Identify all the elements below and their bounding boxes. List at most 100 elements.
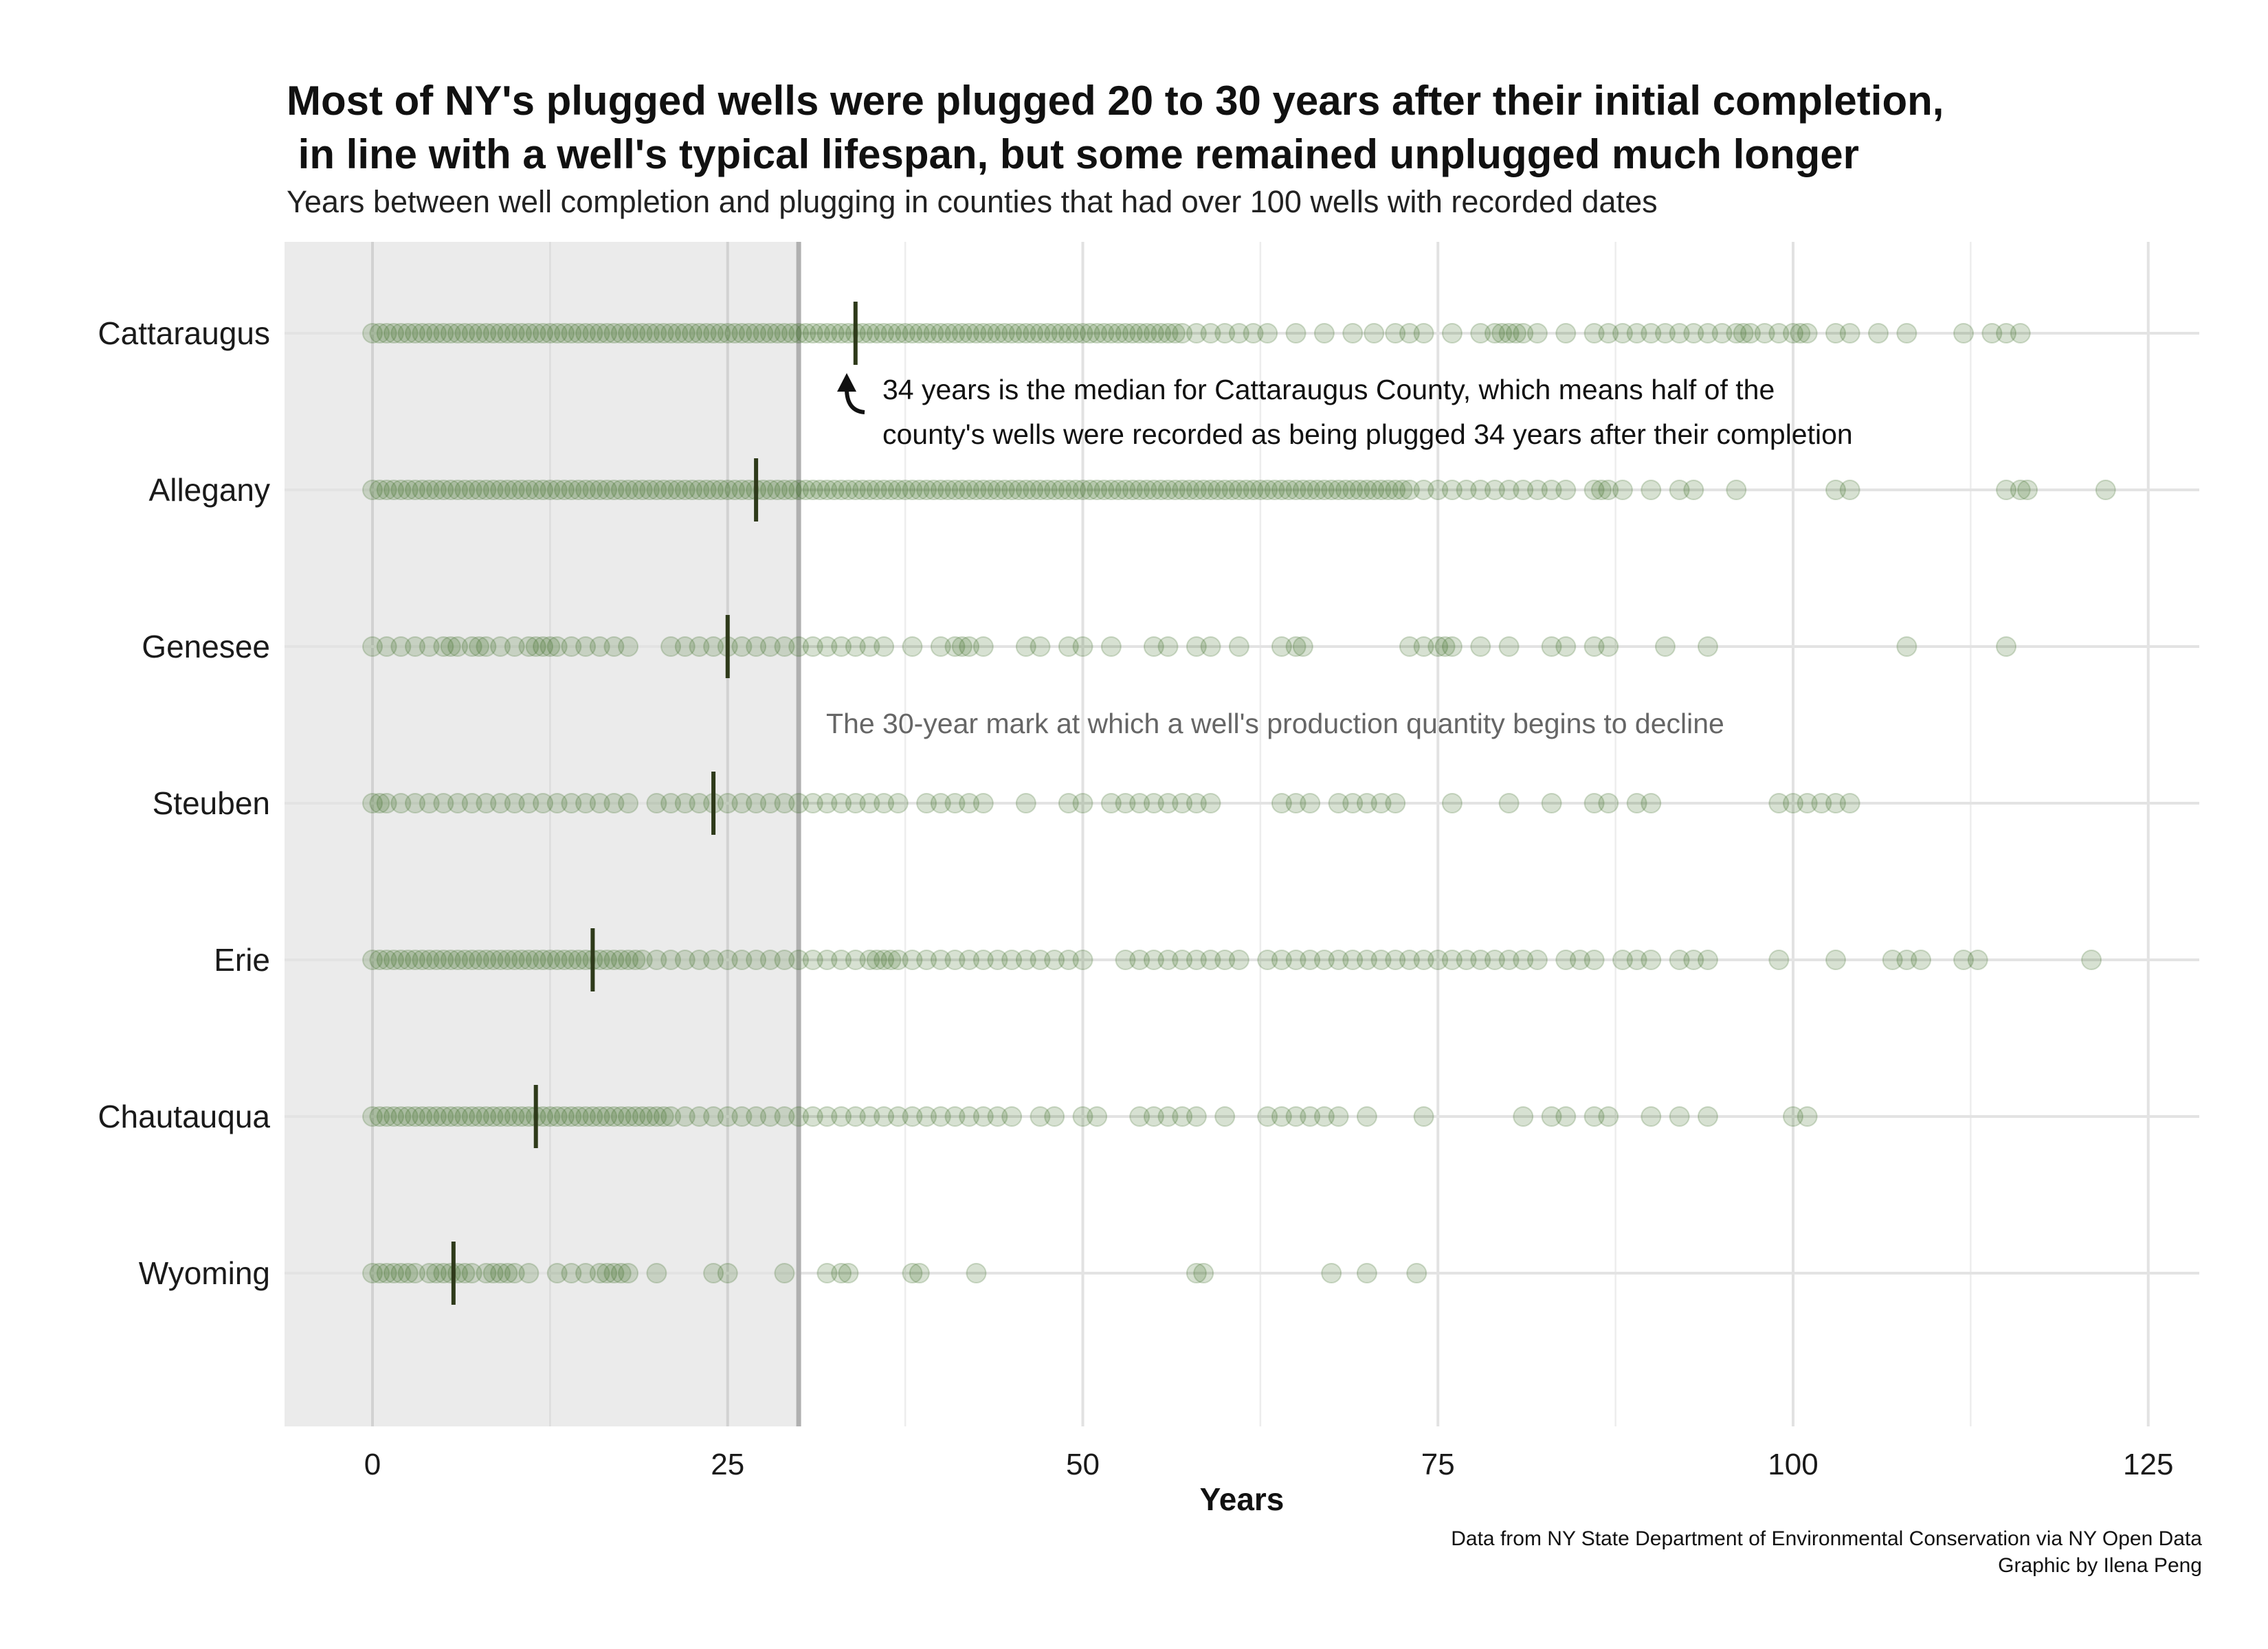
data-point <box>504 1263 525 1283</box>
data-point <box>1087 480 1108 500</box>
data-point <box>874 323 895 344</box>
data-point <box>1342 480 1364 500</box>
series-wyoming <box>362 1263 1427 1283</box>
data-point <box>1072 793 1093 814</box>
data-point <box>1264 480 1285 500</box>
data-point <box>603 480 625 500</box>
data-point <box>646 1263 667 1283</box>
data-point <box>461 323 482 344</box>
data-point <box>1001 950 1023 970</box>
data-point <box>859 950 880 970</box>
data-point <box>603 1263 625 1283</box>
data-point <box>376 1263 397 1283</box>
data-point <box>561 1106 582 1127</box>
data-point <box>1470 323 1491 344</box>
data-point <box>362 636 383 657</box>
data-point <box>469 950 490 970</box>
data-point <box>376 480 397 500</box>
data-point <box>774 480 795 500</box>
data-point <box>525 950 546 970</box>
data-point <box>497 1106 518 1127</box>
data-point <box>1200 793 1221 814</box>
data-point <box>987 950 1008 970</box>
data-point <box>1364 480 1385 500</box>
data-point <box>589 480 610 500</box>
data-point <box>1555 636 1577 657</box>
data-point <box>774 793 795 814</box>
data-point <box>533 793 554 814</box>
data-point <box>390 1106 412 1127</box>
data-point <box>1300 793 1321 814</box>
data-point <box>518 950 540 970</box>
data-point <box>767 480 788 500</box>
data-point <box>1598 1106 1619 1127</box>
data-point <box>1164 480 1186 500</box>
data-point <box>603 323 625 344</box>
data-point <box>1896 950 1917 970</box>
data-point <box>369 950 390 970</box>
data-point <box>951 480 972 500</box>
data-point <box>1079 323 1100 344</box>
data-point <box>831 1106 852 1127</box>
data-point <box>1441 950 1463 970</box>
data-point <box>504 480 525 500</box>
data-point <box>880 323 902 344</box>
data-point <box>383 1263 405 1283</box>
data-point <box>490 480 511 500</box>
data-point <box>525 636 546 657</box>
data-point <box>447 793 469 814</box>
data-point <box>469 1106 490 1127</box>
credit-caption: Graphic by Ilena Peng <box>1998 1554 2202 1577</box>
data-point <box>1356 1263 1377 1283</box>
data-point <box>1555 323 1577 344</box>
data-point <box>610 480 632 500</box>
data-point <box>1526 323 1548 344</box>
x-axis-label: Years <box>1200 1481 1285 1517</box>
data-point <box>447 636 469 657</box>
data-point <box>1157 793 1179 814</box>
median-annotation-line-2: county's wells were recorded as being pl… <box>882 418 1853 450</box>
data-point <box>930 480 951 500</box>
data-point <box>639 480 660 500</box>
data-point <box>653 480 674 500</box>
data-point <box>433 793 454 814</box>
data-point <box>810 323 831 344</box>
data-point <box>1186 793 1207 814</box>
data-point <box>682 323 703 344</box>
data-point <box>376 1106 397 1127</box>
data-point <box>759 950 781 970</box>
data-point <box>1207 480 1228 500</box>
chart-title: Most of NY's plugged wells were plugged … <box>287 78 1944 177</box>
data-point <box>1058 480 1079 500</box>
data-point <box>390 323 412 344</box>
data-point <box>1953 323 1975 344</box>
data-point <box>1100 323 1122 344</box>
data-point <box>1555 950 1577 970</box>
data-point <box>916 1106 937 1127</box>
data-point <box>1498 323 1520 344</box>
data-point <box>1413 950 1434 970</box>
data-point <box>1129 480 1150 500</box>
data-point <box>490 793 511 814</box>
data-point <box>454 1106 476 1127</box>
data-point <box>1441 323 1463 344</box>
data-point <box>390 636 412 657</box>
data-point <box>959 323 980 344</box>
data-point <box>2017 480 2038 500</box>
data-point <box>518 1263 540 1283</box>
data-point <box>1441 480 1463 500</box>
data-point <box>1307 480 1328 500</box>
data-point <box>461 480 482 500</box>
data-point <box>724 480 746 500</box>
data-point <box>838 480 859 500</box>
data-point <box>1911 950 1932 970</box>
data-point <box>433 636 454 657</box>
data-point <box>454 480 476 500</box>
data-point <box>717 950 738 970</box>
data-point <box>405 1106 426 1127</box>
data-point <box>859 1106 880 1127</box>
data-point <box>667 480 689 500</box>
data-point <box>923 480 944 500</box>
y-tick-label: Erie <box>214 942 270 978</box>
data-point <box>1065 323 1087 344</box>
